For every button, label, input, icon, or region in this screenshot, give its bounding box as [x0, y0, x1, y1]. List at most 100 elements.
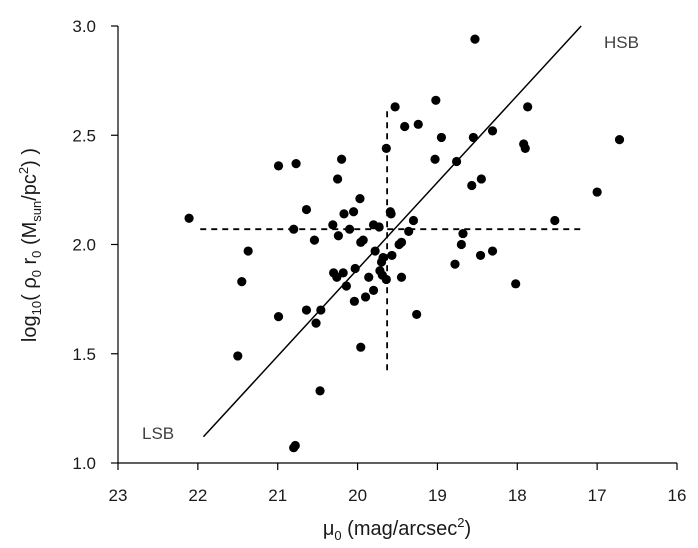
data-point	[592, 187, 602, 197]
x-tick-label: 16	[668, 486, 687, 505]
data-point	[467, 180, 477, 191]
x-title-sub: 0	[334, 528, 341, 543]
data-point	[550, 215, 560, 226]
data-point	[237, 277, 247, 287]
data-point	[431, 95, 441, 105]
annotation-lsb: LSB	[142, 424, 174, 443]
x-title-main: μ	[323, 518, 335, 540]
data-point	[309, 235, 320, 245]
data-point	[374, 222, 384, 232]
x-title-rest: (mag/arcsec	[342, 518, 458, 540]
data-point	[289, 443, 299, 453]
data-point	[350, 263, 360, 274]
y-axis-title: log10( ρ0 r0 (Msun/pc2) )	[16, 148, 44, 342]
data-point	[356, 342, 366, 352]
data-point	[468, 132, 478, 143]
data-point	[273, 312, 284, 322]
x-tick-label: 21	[268, 486, 287, 505]
data-point	[413, 119, 423, 129]
data-point	[520, 143, 530, 153]
ticks: 23 22 21 20 19 18 17 16 1.0 1.5 2.0 2.5 3.0	[72, 17, 686, 505]
x-tick-label: 17	[588, 486, 607, 505]
data-point	[456, 239, 466, 250]
data-point	[233, 351, 243, 361]
data-point	[316, 305, 326, 315]
x-axis-title: μ0 (mag/arcsec2)	[323, 515, 471, 543]
data-point	[470, 34, 480, 44]
data-point	[475, 250, 486, 261]
data-point	[291, 159, 301, 169]
x-title-sup: 2	[457, 515, 464, 530]
y-title-f: ) )	[19, 148, 41, 167]
data-point	[333, 174, 343, 184]
x-tick-label: 23	[109, 486, 128, 505]
data-point	[360, 292, 371, 302]
data-point	[339, 209, 349, 219]
y-title-b: ( ρ	[19, 277, 41, 301]
data-point	[381, 143, 391, 153]
data-point	[458, 228, 468, 239]
data-point	[337, 154, 347, 164]
y-title-c: r	[19, 258, 41, 271]
data-point	[368, 285, 379, 295]
data-point	[333, 231, 344, 241]
data-point	[436, 132, 447, 143]
fit-line	[202, 25, 582, 438]
data-point	[400, 121, 410, 132]
data-point	[487, 246, 498, 256]
data-point	[301, 204, 312, 215]
data-point	[378, 253, 388, 263]
y-title-c-sub: 0	[29, 251, 44, 258]
x-tick-label: 19	[428, 486, 447, 505]
data-point	[396, 237, 407, 247]
y-title-d-sub: sun	[29, 201, 44, 222]
y-title-e: /pc	[19, 174, 41, 201]
annotation-hsb: HSB	[604, 33, 639, 52]
data-point	[396, 272, 407, 282]
x-title-end: )	[464, 518, 471, 540]
data-point	[311, 318, 321, 328]
data-point	[614, 135, 625, 145]
data-point	[450, 259, 460, 269]
y-tick-label: 2.5	[72, 126, 96, 145]
y-title-d: (M	[19, 222, 41, 251]
y-title-b-sub: 0	[29, 270, 44, 277]
y-tick-label: 3.0	[72, 17, 96, 36]
data-point	[328, 220, 338, 230]
data-point	[523, 102, 533, 112]
data-point	[184, 213, 194, 223]
y-title-a: log	[19, 315, 41, 342]
y-title-a-sub: 10	[29, 301, 44, 315]
data-point	[301, 305, 312, 315]
data-point	[511, 279, 521, 289]
data-point	[476, 174, 486, 184]
data-point	[358, 235, 368, 245]
reference-lines	[200, 25, 584, 438]
data-point	[370, 246, 380, 256]
data-point	[430, 154, 440, 164]
data-point	[243, 246, 253, 256]
y-tick-label: 1.0	[72, 454, 96, 473]
data-point	[404, 226, 414, 236]
y-tick-label: 1.5	[72, 345, 96, 364]
y-title-e-sup: 2	[16, 167, 31, 174]
data-point	[341, 281, 351, 291]
data-point	[349, 296, 359, 306]
data-point	[348, 207, 359, 217]
data-point	[355, 194, 365, 204]
x-tick-label: 18	[508, 486, 527, 505]
data-point	[273, 161, 284, 171]
y-tick-label: 2.0	[72, 236, 96, 255]
data-point	[387, 250, 397, 261]
data-point	[390, 102, 400, 112]
data-point	[408, 215, 419, 226]
x-tick-label: 20	[348, 486, 367, 505]
data-point	[487, 126, 498, 136]
data-point	[338, 268, 348, 278]
data-points	[184, 34, 625, 453]
data-point	[412, 309, 422, 320]
data-point	[386, 209, 396, 219]
data-point	[451, 156, 462, 167]
data-point	[344, 224, 355, 234]
